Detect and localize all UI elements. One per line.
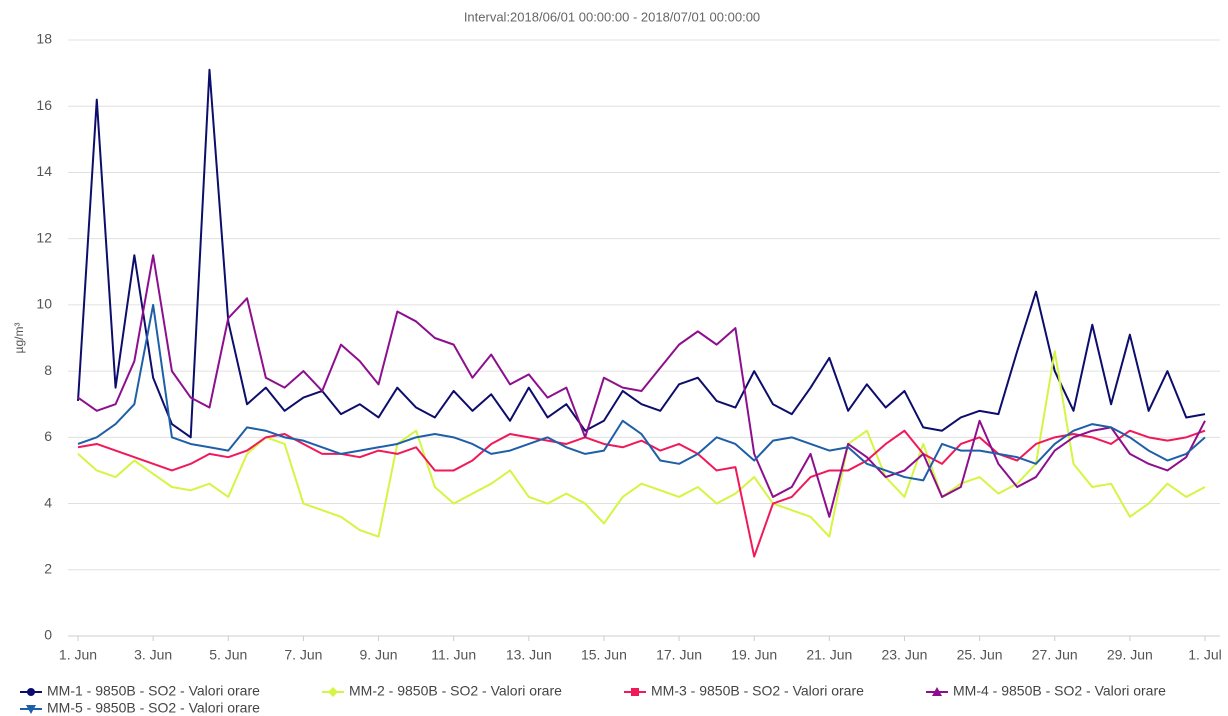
legend-label: MM-5 - 9850B - SO2 - Valori orare <box>47 700 260 716</box>
y-tick-label: 0 <box>44 627 52 643</box>
x-tick-label: 29. Jun <box>1107 647 1153 663</box>
legend-marker <box>27 688 35 696</box>
legend-marker <box>932 687 942 696</box>
legend-marker <box>328 687 338 697</box>
x-tick-label: 17. Jun <box>656 647 702 663</box>
x-tick-label: 11. Jun <box>431 647 476 663</box>
y-tick-label: 16 <box>36 97 52 113</box>
y-tick-label: 10 <box>36 296 52 312</box>
x-tick-label: 9. Jun <box>359 647 397 663</box>
x-tick-label: 7. Jun <box>284 647 322 663</box>
series-line <box>77 254 1206 518</box>
legend-label: MM-2 - 9850B - SO2 - Valori orare <box>349 683 562 699</box>
legend-marker <box>631 688 639 696</box>
legend-marker <box>26 705 36 714</box>
chart-title: Interval:2018/06/01 00:00:00 - 2018/07/0… <box>464 9 760 24</box>
y-tick-label: 18 <box>36 31 52 47</box>
x-tick-label: 5. Jun <box>209 647 247 663</box>
y-tick-label: 4 <box>44 494 52 510</box>
y-tick-label: 2 <box>44 560 52 576</box>
x-tick-label: 3. Jun <box>134 647 172 663</box>
x-tick-label: 15. Jun <box>581 647 627 663</box>
series-line <box>77 303 1206 482</box>
x-tick-label: 27. Jun <box>1032 647 1078 663</box>
y-tick-label: 6 <box>44 428 52 444</box>
x-tick-label: 13. Jun <box>506 647 552 663</box>
y-axis-label: µg/m³ <box>12 323 26 354</box>
x-tick-label: 21. Jun <box>806 647 852 663</box>
x-tick-label: 25. Jun <box>957 647 1003 663</box>
x-tick-label: 23. Jun <box>881 647 927 663</box>
legend-label: MM-3 - 9850B - SO2 - Valori orare <box>651 683 864 699</box>
legend-label: MM-1 - 9850B - SO2 - Valori orare <box>47 683 260 699</box>
legend-label: MM-4 - 9850B - SO2 - Valori orare <box>953 683 1166 699</box>
series-line <box>77 429 1206 558</box>
y-tick-label: 12 <box>36 229 52 245</box>
y-tick-label: 8 <box>44 362 52 378</box>
series-line <box>77 68 1206 439</box>
x-tick-label: 19. Jun <box>731 647 777 663</box>
y-tick-label: 14 <box>36 163 52 179</box>
x-tick-label: 1. Jun <box>59 647 97 663</box>
x-tick-label: 1. Jul <box>1188 647 1221 663</box>
